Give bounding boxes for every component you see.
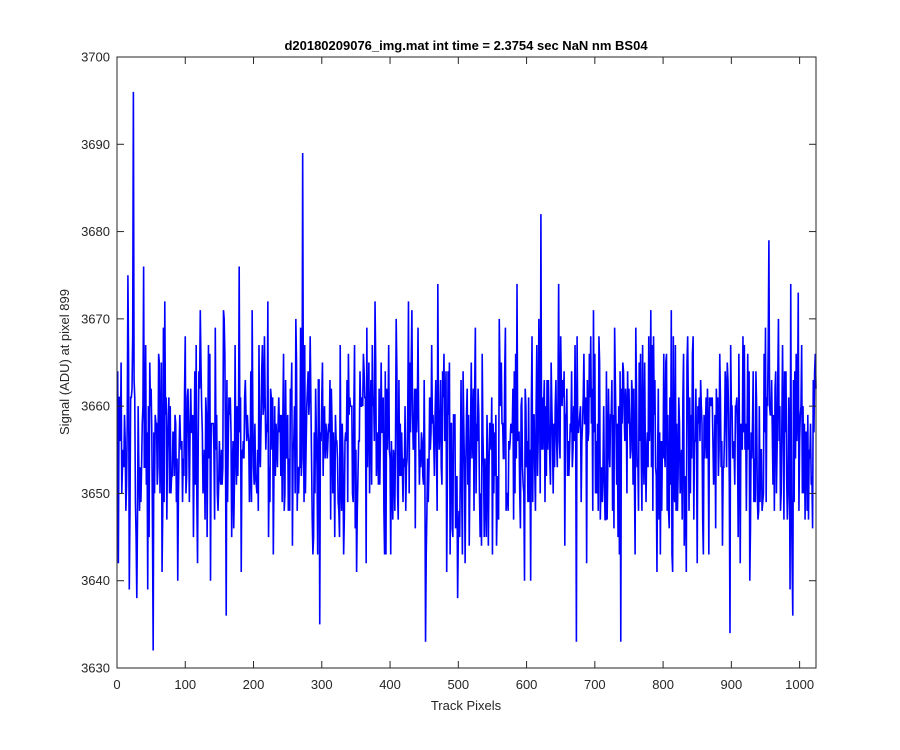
y-tick-label: 3650 [81, 486, 110, 501]
axes-box [116, 56, 817, 669]
x-tick-label: 700 [584, 677, 606, 692]
y-tick-label: 3630 [81, 661, 110, 676]
x-tick-label: 800 [652, 677, 674, 692]
x-tick-label: 1000 [785, 677, 814, 692]
y-tick-label: 3670 [81, 311, 110, 326]
x-tick-label: 900 [721, 677, 743, 692]
x-tick-label: 500 [447, 677, 469, 692]
x-axis-label: Track Pixels [431, 698, 502, 713]
series-layer [116, 91, 817, 651]
y-tick-label: 3640 [81, 573, 110, 588]
x-tick-label: 0 [113, 677, 120, 692]
y-axis-label: Signal (ADU) at pixel 899 [57, 289, 72, 435]
x-axis-ticks: 0 100 200 300 400 500 600 700 800 900 1000 [113, 57, 814, 692]
y-axis-ticks: 3630 3640 3650 3660 3670 3680 3690 3700 [81, 50, 816, 676]
chart-title: d20180209076_img.mat int time = 2.3754 s… [284, 38, 648, 53]
y-tick-label: 3690 [81, 137, 110, 152]
x-tick-label: 200 [243, 677, 265, 692]
y-tick-label: 3680 [81, 224, 110, 239]
plot-area [117, 57, 816, 668]
x-tick-label: 300 [311, 677, 333, 692]
y-tick-label: 3700 [81, 50, 110, 65]
series-line [116, 91, 817, 651]
x-tick-label: 600 [516, 677, 538, 692]
x-tick-label: 100 [174, 677, 196, 692]
y-tick-label: 3660 [81, 399, 110, 414]
x-tick-label: 400 [379, 677, 401, 692]
